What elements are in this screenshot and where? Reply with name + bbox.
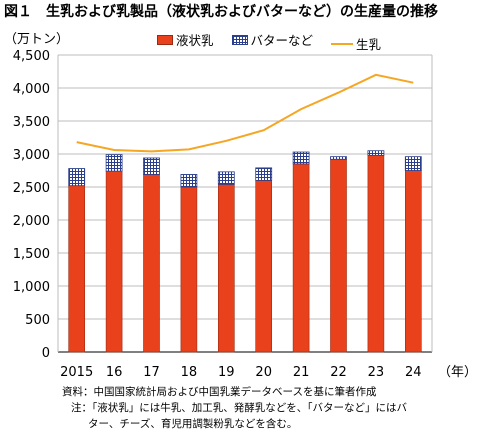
bar-liquid-milk <box>404 170 422 353</box>
y-tick-label: 2,000 <box>13 214 50 229</box>
bar-liquid-milk <box>255 180 272 353</box>
bar-butter-etc <box>217 171 235 185</box>
x-axis-unit: （年） <box>438 365 477 380</box>
bar-liquid-milk <box>180 186 198 353</box>
y-tick-label: 0 <box>42 346 50 361</box>
legend-item-raw-milk: 生乳 <box>331 34 381 53</box>
bar-liquid-milk <box>105 170 123 353</box>
x-tick-label: 23 <box>368 365 385 380</box>
y-axis-unit: （万トン） <box>4 32 70 47</box>
bar-butter-etc <box>105 154 123 172</box>
y-tick-label: 4,000 <box>13 82 50 97</box>
x-tick-label: 24 <box>405 365 422 380</box>
bar-liquid-milk <box>292 163 310 353</box>
x-tick-label: 19 <box>218 365 235 380</box>
bar-liquid-milk <box>68 185 85 353</box>
footnote-line-2: ター、チーズ、育児用調製粉乳などを含む。 <box>88 418 298 430</box>
bar-liquid-milk <box>143 174 160 353</box>
production-chart: 0 500 1,000 1,500 2,000 2,500 3,000 3,500 4,000 4… <box>13 49 477 380</box>
legend-label-liquid-milk: 液状乳 <box>176 33 214 48</box>
y-tick-labels: 0 500 1,000 1,500 2,000 2,500 3,000 3,500 4,000 4… <box>13 49 50 361</box>
legend-item-liquid-milk: 液状乳 <box>157 30 214 49</box>
bar-butter-etc <box>143 157 160 175</box>
bar-butter-etc <box>292 151 310 165</box>
bars <box>68 150 422 353</box>
footnote-line-1: 注：「液状乳」には牛乳、加工乳、発酵乳などを、「バターなど」にはバ <box>71 402 407 414</box>
x-tick-label: 16 <box>106 365 123 380</box>
notes: 資料：中国国家統計局および中国乳業データベースを基に筆者作成 注：「液状乳」には… <box>4 384 407 432</box>
y-tick-label: 1,000 <box>13 280 50 295</box>
legend-swatch-liquid-milk <box>157 34 173 45</box>
bar-butter-etc <box>68 168 86 187</box>
y-tick-label: 2,500 <box>13 181 50 196</box>
line-raw-milk <box>76 73 414 153</box>
legend-item-butter: バターなど <box>231 30 314 49</box>
bar-liquid-milk <box>367 155 385 353</box>
chart-legend: 液状乳 バターなど 生乳 <box>157 30 395 53</box>
x-tick-label: 17 <box>143 365 160 380</box>
bar-butter-etc <box>255 167 273 181</box>
x-tick-label: 21 <box>293 365 310 380</box>
y-tick-label: 500 <box>25 313 50 328</box>
legend-swatch-butter <box>231 34 248 45</box>
source-note: 資料：中国国家統計局および中国乳業データベースを基に筆者作成 <box>62 386 377 398</box>
x-tick-label: 22 <box>330 365 347 380</box>
figure-title: 図１ 生乳および乳製品（液状乳およびバターなど）の生産量の推移 <box>4 4 438 20</box>
legend-label-butter: バターなど <box>250 33 314 48</box>
bar-butter-etc <box>404 156 422 171</box>
bar-liquid-milk <box>218 184 235 353</box>
x-tick-label: 2015 <box>60 365 93 380</box>
y-tick-label: 3,000 <box>13 148 50 163</box>
bar-butter-etc <box>330 156 347 160</box>
bar-liquid-milk <box>330 158 347 353</box>
raw-milk-line <box>76 73 414 153</box>
y-tick-label: 4,500 <box>13 49 50 64</box>
x-tick-label: 18 <box>181 365 198 380</box>
bar-butter-etc <box>180 174 198 188</box>
y-tick-label: 1,500 <box>13 247 50 262</box>
legend-label-raw-milk: 生乳 <box>356 37 382 52</box>
bar-butter-etc <box>367 150 385 156</box>
legend-swatch-raw-milk <box>331 42 353 45</box>
y-tick-label: 3,500 <box>13 115 50 130</box>
x-tick-labels: 2015 16 17 18 19 20 21 22 23 24 <box>60 365 421 380</box>
x-tick-label: 20 <box>255 365 272 380</box>
